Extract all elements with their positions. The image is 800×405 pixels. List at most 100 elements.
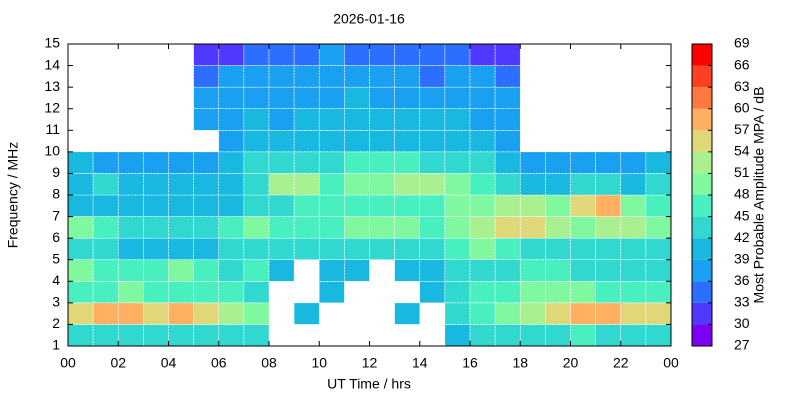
colorbar-tick-label: 27 <box>734 337 750 353</box>
heatmap-cell <box>344 86 370 110</box>
y-tick-label: 5 <box>52 250 60 266</box>
heatmap-cell <box>494 280 521 304</box>
heatmap-cell <box>193 302 220 325</box>
heatmap-cell <box>444 237 471 261</box>
heatmap-cell <box>570 302 596 325</box>
heatmap-cell <box>193 259 220 282</box>
heatmap-cell <box>645 237 672 261</box>
heatmap-cell <box>218 302 245 325</box>
heatmap-cell <box>218 259 245 282</box>
heatmap-cell <box>394 108 421 131</box>
heatmap-cell <box>645 259 672 282</box>
colorbar-tick-label: 69 <box>734 35 750 51</box>
heatmap-cell <box>243 129 270 153</box>
heatmap-cell <box>595 324 622 347</box>
heatmap-cell <box>469 302 496 325</box>
colorbar-band <box>692 195 712 217</box>
colorbar-band <box>692 65 712 88</box>
heatmap-cell <box>243 259 270 282</box>
heatmap-cell <box>92 151 119 174</box>
heatmap-cell <box>168 194 194 217</box>
heatmap-cell <box>67 302 94 325</box>
heatmap-cell <box>92 302 119 325</box>
heatmap-cell <box>494 324 521 347</box>
heatmap-cell <box>143 151 169 174</box>
heatmap-cell <box>394 86 421 110</box>
heatmap-cell <box>193 237 220 261</box>
heatmap-cell <box>218 237 245 261</box>
heatmap-cell <box>218 86 245 110</box>
heatmap-cell <box>218 280 245 304</box>
heatmap-cell <box>243 280 270 304</box>
heatmap-cell <box>344 216 370 239</box>
heatmap-cell <box>645 216 672 239</box>
heatmap-cell <box>67 259 94 282</box>
heatmap-cell <box>193 86 220 110</box>
heatmap-cell <box>469 129 496 153</box>
heatmap-cell <box>570 173 596 196</box>
colorbar-band <box>692 87 712 109</box>
heatmap-cell <box>344 173 370 196</box>
heatmap-cell <box>620 216 647 239</box>
x-tick-label: 00 <box>663 355 679 371</box>
heatmap-cell <box>469 43 496 66</box>
heatmap-cell <box>243 324 270 347</box>
heatmap-cell <box>620 324 647 347</box>
heatmap-cell <box>469 108 496 131</box>
heatmap-cell <box>268 194 295 217</box>
heatmap-cell <box>344 129 370 153</box>
heatmap-cell <box>394 302 421 325</box>
heatmap-cell <box>369 108 395 131</box>
heatmap-cell <box>168 259 194 282</box>
heatmap-cell <box>143 173 169 196</box>
heatmap-cell <box>243 151 270 174</box>
heatmap-cell <box>545 302 571 325</box>
y-tick-label: 4 <box>52 272 60 288</box>
heatmap-cell <box>444 151 471 174</box>
x-tick-label: 12 <box>362 355 378 371</box>
heatmap-cell <box>117 280 144 304</box>
colorbar-band <box>692 216 712 239</box>
heatmap-cell <box>318 216 345 239</box>
heatmap-cell <box>494 173 521 196</box>
heatmap-cell <box>268 259 295 282</box>
heatmap-cell <box>218 65 245 88</box>
heatmap-cell <box>293 151 320 174</box>
heatmap-cell <box>444 194 471 217</box>
heatmap-cell <box>595 194 622 217</box>
heatmap-cell <box>545 173 571 196</box>
heatmap-cell <box>519 259 546 282</box>
heatmap-cell <box>318 65 345 88</box>
heatmap-cell <box>318 259 345 282</box>
heatmap-cell <box>620 280 647 304</box>
heatmap-cell <box>545 324 571 347</box>
heatmap-cell <box>595 302 622 325</box>
heatmap-cell <box>268 216 295 239</box>
x-tick-label: 20 <box>563 355 579 371</box>
heatmap-cell <box>193 216 220 239</box>
heatmap-cell <box>595 259 622 282</box>
heatmap-cell <box>318 86 345 110</box>
heatmap-cell <box>444 65 471 88</box>
heatmap-cell <box>344 108 370 131</box>
heatmap-cell <box>645 302 672 325</box>
heatmap-cell <box>394 129 421 153</box>
heatmap-cell <box>143 237 169 261</box>
heatmap-cell <box>268 65 295 88</box>
heatmap-cell <box>193 43 220 66</box>
heatmap-cell <box>168 151 194 174</box>
heatmap-cell <box>143 259 169 282</box>
heatmap-cell <box>92 173 119 196</box>
heatmap-cell <box>293 194 320 217</box>
x-tick-label: 06 <box>211 355 227 371</box>
heatmap-cell <box>193 324 220 347</box>
heatmap-cell <box>193 65 220 88</box>
heatmap-cell <box>268 129 295 153</box>
heatmap-cell <box>419 280 446 304</box>
x-tick-label: 04 <box>161 355 177 371</box>
heatmap-cell <box>419 65 446 88</box>
chart-title: 2026-01-16 <box>333 11 405 27</box>
heatmap-cell <box>494 194 521 217</box>
heatmap-cell <box>117 194 144 217</box>
